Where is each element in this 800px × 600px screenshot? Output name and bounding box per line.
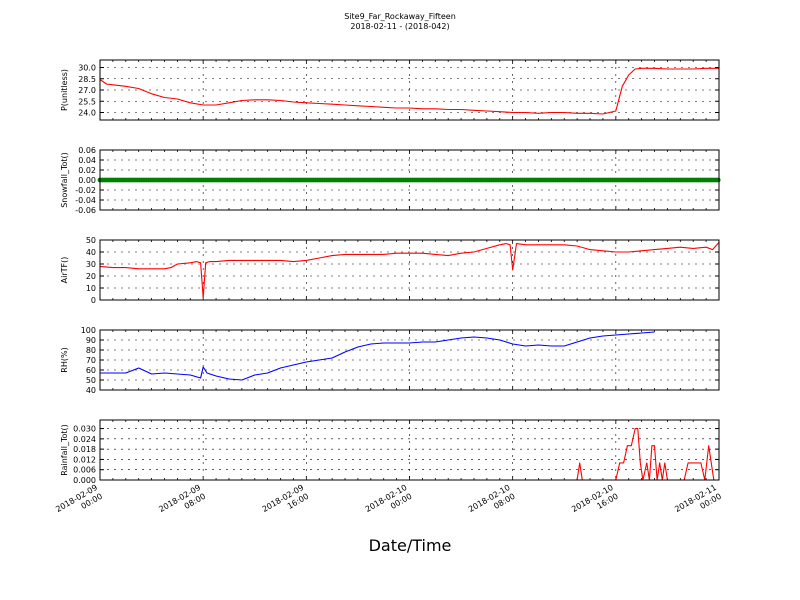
series-1-line [100,331,655,381]
axes-frame [99,149,720,211]
y-tick-label: 0.024 [73,435,96,444]
y-tick-label: 30.0 [78,64,96,73]
y-tick-label: 0.06 [78,146,96,155]
panel-1: 24.0 25.5 27.0 28.5 30.0 P(unitless) [60,59,720,121]
y-tick-label: -0.02 [75,186,96,195]
y-tick-label: 0.02 [78,166,96,175]
y-tick-label: 0 [91,296,96,305]
series-1-line [99,67,719,115]
y-tick-label: 0.030 [73,425,96,434]
figure-title-line2: 2018-02-11 - (2018-042) [350,22,449,31]
y-tick-label: 40 [86,386,96,395]
y-tick-label: -0.04 [75,196,96,205]
y-tick-label: 50 [86,236,96,245]
y-tick-label: 0.012 [73,455,96,464]
y-tick-label: 0.006 [73,466,96,475]
x-axis-label: Date/Time [369,536,452,555]
y-tick-label: 25.5 [78,97,96,106]
y-tick-label: 24.0 [78,109,96,118]
y-tick-label: 40 [86,248,96,257]
y-tick-label: 0.00 [78,176,96,185]
axes-frame [99,239,720,301]
y-tick-label: 30 [86,260,96,269]
panel-3: 0 10 20 30 40 50 AirTF() [60,236,720,305]
y-axis-label: Snowfall_Tot() [60,152,69,208]
y-tick-label: 60 [86,366,96,375]
y-tick-label: 90 [86,336,96,345]
y-axis-label: AirTF() [60,257,69,284]
panel-2: -0.06-0.04-0.020.000.020.040.06 Snowfall_… [60,146,721,215]
axes-frame [99,419,720,481]
y-tick-label: 27.0 [78,86,96,95]
y-tick-label: 28.5 [78,75,96,84]
y-tick-label: 10 [86,284,96,293]
y-tick-label: -0.06 [75,206,96,215]
series-1-line [100,428,719,481]
y-axis-label: Rainfall_Tot() [60,424,69,476]
axes-frame [99,59,720,121]
data-point [715,177,721,183]
y-axis-label: P(unitless) [60,69,69,111]
panels: 24.025.527.028.530.0P(unitless)-0.06-0.0… [60,59,721,485]
y-axis-label: RH(%) [60,347,69,372]
y-tick-label: 70 [86,356,96,365]
y-tick-label: 0.04 [78,156,96,165]
y-tick-label: 20 [86,272,96,281]
y-tick-label: 80 [86,346,96,355]
y-tick-label: 0.000 [73,476,96,485]
y-tick-label: 0.018 [73,445,96,454]
axes-frame [99,329,720,391]
y-tick-label: 100 [81,326,96,335]
figure-title-line1: Site9_Far_Rockaway_Fifteen [344,12,456,21]
series-1-line [99,242,720,299]
y-tick-label: 50 [86,376,96,385]
series-1-markers [97,177,721,183]
